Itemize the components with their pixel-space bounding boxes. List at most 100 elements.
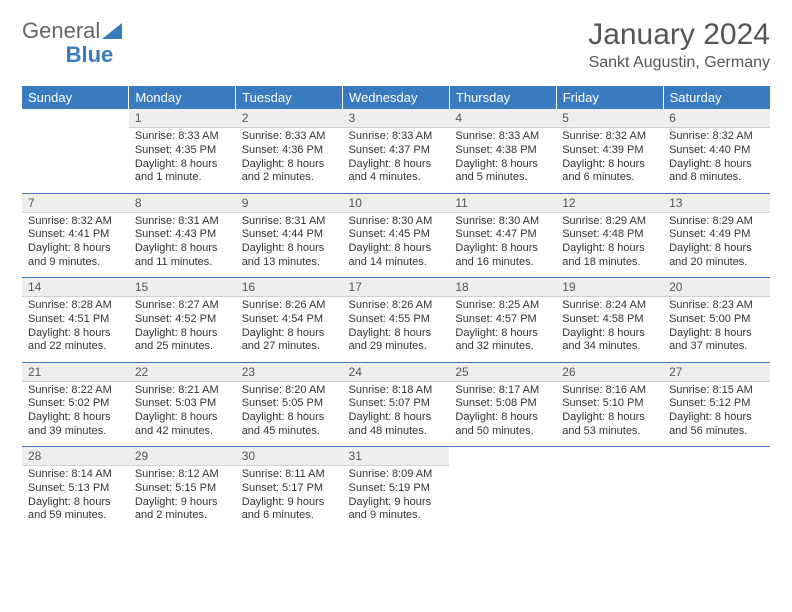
day-details: Sunrise: 8:25 AMSunset: 4:57 PMDaylight:… [449,297,556,358]
calendar-day-cell: 12Sunrise: 8:29 AMSunset: 4:48 PMDayligh… [556,194,663,278]
day-number: 7 [22,194,129,213]
sunset-text: Sunset: 4:43 PM [135,228,230,242]
day-details: Sunrise: 8:09 AMSunset: 5:19 PMDaylight:… [343,466,450,527]
daylight-text: Daylight: 8 hours and 9 minutes. [28,242,123,270]
day-details: Sunrise: 8:30 AMSunset: 4:47 PMDaylight:… [449,213,556,274]
sunrise-text: Sunrise: 8:28 AM [28,299,123,313]
calendar-day-cell: 19Sunrise: 8:24 AMSunset: 4:58 PMDayligh… [556,278,663,362]
dow-tuesday: Tuesday [236,86,343,109]
day-details: Sunrise: 8:29 AMSunset: 4:49 PMDaylight:… [663,213,770,274]
day-details: Sunrise: 8:31 AMSunset: 4:43 PMDaylight:… [129,213,236,274]
sunset-text: Sunset: 4:35 PM [135,144,230,158]
sunset-text: Sunset: 4:41 PM [28,228,123,242]
day-number: 19 [556,278,663,297]
sunrise-text: Sunrise: 8:26 AM [242,299,337,313]
day-number: 3 [343,109,450,128]
day-details: Sunrise: 8:32 AMSunset: 4:41 PMDaylight:… [22,213,129,274]
sunrise-text: Sunrise: 8:31 AM [135,215,230,229]
calendar-header-row: Sunday Monday Tuesday Wednesday Thursday… [22,86,770,109]
day-details: Sunrise: 8:21 AMSunset: 5:03 PMDaylight:… [129,382,236,443]
daylight-text: Daylight: 8 hours and 20 minutes. [669,242,764,270]
sunset-text: Sunset: 4:40 PM [669,144,764,158]
calendar-day-cell: 6 Sunrise: 8:32 AMSunset: 4:40 PMDaylight… [663,109,770,193]
day-details: Sunrise: 8:33 AMSunset: 4:36 PMDaylight:… [236,128,343,189]
calendar-day-cell: 16Sunrise: 8:26 AMSunset: 4:54 PMDayligh… [236,278,343,362]
sunset-text: Sunset: 5:19 PM [349,482,444,496]
calendar-day-cell: . [449,447,556,531]
calendar-week: 28Sunrise: 8:14 AMSunset: 5:13 PMDayligh… [22,447,770,531]
title-block: January 2024 Sankt Augustin, Germany [588,18,770,72]
sunrise-text: Sunrise: 8:23 AM [669,299,764,313]
logo-triangle-icon [102,23,122,39]
calendar-week: 21Sunrise: 8:22 AMSunset: 5:02 PMDayligh… [22,363,770,447]
day-details: Sunrise: 8:23 AMSunset: 5:00 PMDaylight:… [663,297,770,358]
calendar-day-cell: 20Sunrise: 8:23 AMSunset: 5:00 PMDayligh… [663,278,770,362]
daylight-text: Daylight: 8 hours and 18 minutes. [562,242,657,270]
calendar-day-cell: 14Sunrise: 8:28 AMSunset: 4:51 PMDayligh… [22,278,129,362]
calendar-day-cell: 4Sunrise: 8:33 AMSunset: 4:38 PMDaylight… [449,109,556,193]
calendar-body: .1Sunrise: 8:33 AMSunset: 4:35 PMDayligh… [22,109,770,531]
day-number: 27 [663,363,770,382]
daylight-text: Daylight: 8 hours and 37 minutes. [669,327,764,355]
calendar-day-cell: 13Sunrise: 8:29 AMSunset: 4:49 PMDayligh… [663,194,770,278]
day-number: 9 [236,194,343,213]
calendar-day-cell: 3Sunrise: 8:33 AMSunset: 4:37 PMDaylight… [343,109,450,193]
daylight-text: Daylight: 8 hours and 4 minutes. [349,158,444,186]
day-number: 2 [236,109,343,128]
dow-wednesday: Wednesday [343,86,450,109]
sunset-text: Sunset: 5:02 PM [28,397,123,411]
sunrise-text: Sunrise: 8:33 AM [455,130,550,144]
daylight-text: Daylight: 8 hours and 34 minutes. [562,327,657,355]
sunrise-text: Sunrise: 8:20 AM [242,384,337,398]
sunset-text: Sunset: 5:03 PM [135,397,230,411]
sunset-text: Sunset: 4:37 PM [349,144,444,158]
calendar-day-cell: 7Sunrise: 8:32 AMSunset: 4:41 PMDaylight… [22,194,129,278]
day-number: 23 [236,363,343,382]
day-details: Sunrise: 8:24 AMSunset: 4:58 PMDaylight:… [556,297,663,358]
sunrise-text: Sunrise: 8:25 AM [455,299,550,313]
day-number: 11 [449,194,556,213]
day-number: 17 [343,278,450,297]
sunset-text: Sunset: 4:54 PM [242,313,337,327]
sunset-text: Sunset: 4:51 PM [28,313,123,327]
day-details: Sunrise: 8:16 AMSunset: 5:10 PMDaylight:… [556,382,663,443]
daylight-text: Daylight: 8 hours and 22 minutes. [28,327,123,355]
calendar-day-cell: . [663,447,770,531]
sunrise-text: Sunrise: 8:32 AM [562,130,657,144]
day-number: 6 [663,109,770,128]
sunset-text: Sunset: 5:12 PM [669,397,764,411]
sunset-text: Sunset: 4:38 PM [455,144,550,158]
brand-part1: General [22,18,100,44]
calendar-day-cell: 21Sunrise: 8:22 AMSunset: 5:02 PMDayligh… [22,363,129,447]
calendar-day-cell: 24Sunrise: 8:18 AMSunset: 5:07 PMDayligh… [343,363,450,447]
day-number: 31 [343,447,450,466]
sunrise-text: Sunrise: 8:18 AM [349,384,444,398]
calendar-day-cell: 23Sunrise: 8:20 AMSunset: 5:05 PMDayligh… [236,363,343,447]
day-number: 21 [22,363,129,382]
day-number: 24 [343,363,450,382]
calendar-week: 7Sunrise: 8:32 AMSunset: 4:41 PMDaylight… [22,194,770,278]
calendar-day-cell: 28Sunrise: 8:14 AMSunset: 5:13 PMDayligh… [22,447,129,531]
dow-sunday: Sunday [22,86,129,109]
sunset-text: Sunset: 5:13 PM [28,482,123,496]
daylight-text: Daylight: 8 hours and 48 minutes. [349,411,444,439]
day-details: Sunrise: 8:22 AMSunset: 5:02 PMDaylight:… [22,382,129,443]
calendar-day-cell: 8Sunrise: 8:31 AMSunset: 4:43 PMDaylight… [129,194,236,278]
sunrise-text: Sunrise: 8:21 AM [135,384,230,398]
day-details: Sunrise: 8:33 AMSunset: 4:35 PMDaylight:… [129,128,236,189]
day-details: Sunrise: 8:32 AMSunset: 4:39 PMDaylight:… [556,128,663,189]
sunrise-text: Sunrise: 8:15 AM [669,384,764,398]
dow-saturday: Saturday [663,86,770,109]
day-number: 15 [129,278,236,297]
daylight-text: Daylight: 8 hours and 29 minutes. [349,327,444,355]
day-details: Sunrise: 8:11 AMSunset: 5:17 PMDaylight:… [236,466,343,527]
sunrise-text: Sunrise: 8:32 AM [669,130,764,144]
sunset-text: Sunset: 5:08 PM [455,397,550,411]
day-details: Sunrise: 8:26 AMSunset: 4:54 PMDaylight:… [236,297,343,358]
day-details: Sunrise: 8:30 AMSunset: 4:45 PMDaylight:… [343,213,450,274]
sunrise-text: Sunrise: 8:29 AM [669,215,764,229]
sunset-text: Sunset: 4:49 PM [669,228,764,242]
day-number: 26 [556,363,663,382]
daylight-text: Daylight: 8 hours and 8 minutes. [669,158,764,186]
daylight-text: Daylight: 8 hours and 13 minutes. [242,242,337,270]
